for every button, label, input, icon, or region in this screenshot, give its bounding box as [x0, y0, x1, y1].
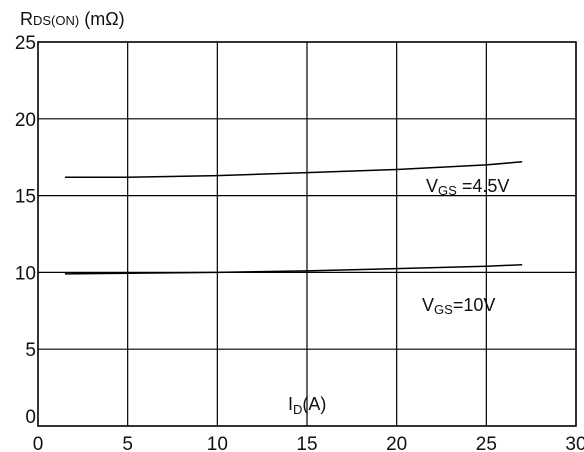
series-label: VGS =4.5V	[426, 176, 509, 198]
y-tick-label: 5	[25, 340, 36, 361]
x-tick-label: 10	[207, 434, 228, 452]
x-tick-label: 30	[565, 434, 584, 452]
series-group	[64, 161, 523, 275]
series-label: VGS=10V	[422, 295, 495, 317]
x-tick-label: 25	[476, 434, 497, 452]
y-tick-label: 20	[15, 110, 36, 131]
x-tick-label: 5	[122, 434, 133, 452]
y-tick-label: 10	[15, 263, 36, 284]
x-tick-label: 15	[296, 434, 317, 452]
y-tick-label: 15	[15, 187, 36, 208]
y-axis-label: RDS(ON) (mΩ)	[20, 9, 125, 29]
series-line	[64, 161, 523, 178]
y-tick-label: 0	[25, 407, 36, 428]
plot-frame	[37, 41, 577, 427]
grid	[38, 42, 576, 426]
x-tick-labels: 0 5 10 15 20 25 30	[33, 434, 584, 452]
series-labels: VGS =4.5V VGS=10V	[422, 176, 509, 317]
series-line	[64, 263, 523, 275]
y-tick-labels: 0 5 10 15 20 25	[15, 33, 36, 428]
x-axis-label: ID(A)	[288, 394, 326, 417]
x-tick-label: 0	[33, 434, 44, 452]
y-tick-label: 25	[15, 33, 36, 54]
x-tick-label: 20	[386, 434, 407, 452]
